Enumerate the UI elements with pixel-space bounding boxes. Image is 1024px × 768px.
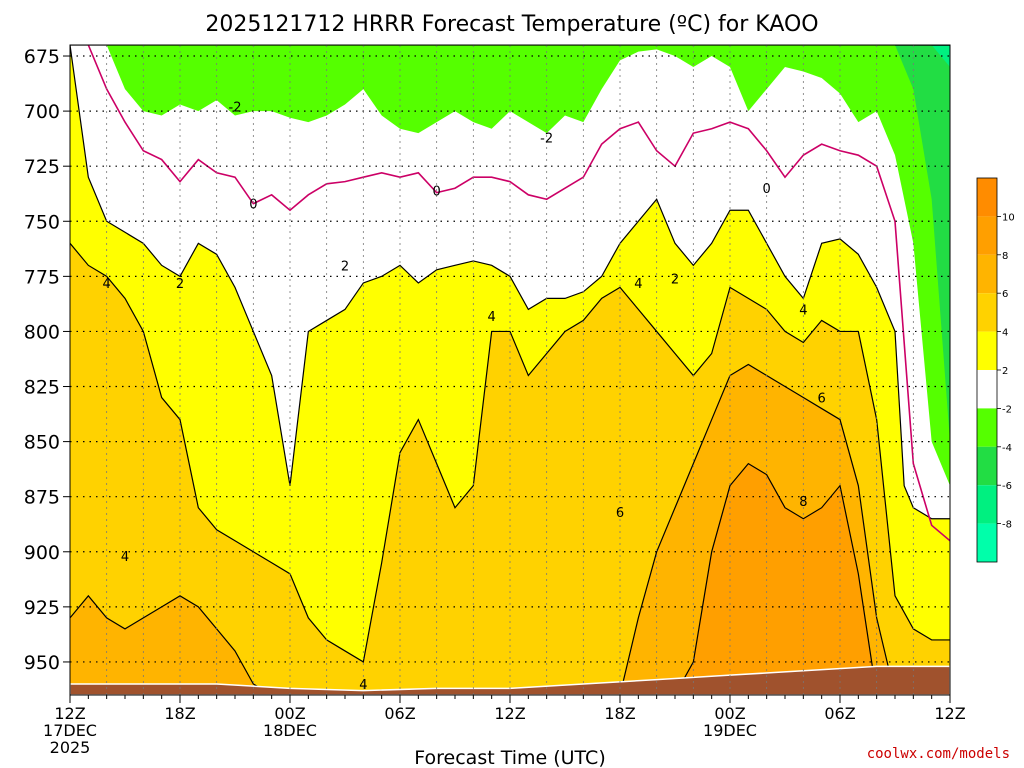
contour-label: 2 xyxy=(341,259,349,274)
x-axis-label: Forecast Time (UTC) xyxy=(414,747,605,768)
x-tick-label: 19DEC xyxy=(703,721,757,740)
y-tick-label: 900 xyxy=(24,542,60,564)
x-tick-label: 00Z xyxy=(714,704,745,723)
freezing-line xyxy=(87,45,950,542)
y-tick-label: 675 xyxy=(24,46,60,68)
contour-label: -2 xyxy=(540,132,553,147)
y-tick-label: 850 xyxy=(24,432,60,454)
contour-label: 2 xyxy=(176,277,184,292)
colorbar-bin-6 xyxy=(977,408,997,447)
y-tick-label: 700 xyxy=(24,101,60,123)
contour-line-4 xyxy=(70,242,950,663)
x-tick-label: 18Z xyxy=(164,704,195,723)
x-tick-label: 17DEC xyxy=(43,721,97,740)
x-tick-label: 18Z xyxy=(604,704,635,723)
contour-label: 4 xyxy=(121,550,129,565)
contour-label: 4 xyxy=(103,277,111,292)
colorbar-bin-4 xyxy=(977,331,997,370)
x-tick-label: 2025 xyxy=(50,738,91,757)
contour-label: 0 xyxy=(249,198,257,213)
contour-label: 6 xyxy=(818,392,826,407)
y-tick-label: 875 xyxy=(24,487,60,509)
x-tick-label: 06Z xyxy=(824,704,855,723)
x-tick-label: 12Z xyxy=(54,704,85,723)
contour-label: 0 xyxy=(433,184,441,199)
y-tick-label: 750 xyxy=(24,211,60,233)
colorbar-bin-5 xyxy=(977,370,997,409)
contour-label: 4 xyxy=(359,678,367,693)
colorbar-label: 10 xyxy=(1002,212,1015,223)
colorbar-label: 2 xyxy=(1002,366,1008,377)
colorbar-label: -4 xyxy=(1002,443,1012,454)
fill-region-6 xyxy=(675,463,877,695)
x-tick-label: 12Z xyxy=(934,704,965,723)
contour-label: 6 xyxy=(616,506,624,521)
colorbar-bin-9 xyxy=(977,523,997,562)
colorbar-label: 4 xyxy=(1002,328,1008,339)
contour-lines xyxy=(70,45,950,695)
y-tick-label: 950 xyxy=(24,652,60,674)
contour-label: 8 xyxy=(799,495,807,510)
colorbar-legend: 10 8 6 4 2 -2 -4 -6 -8 xyxy=(976,177,1015,563)
colorbar-label: -6 xyxy=(1002,481,1012,492)
x-tick-label: 06Z xyxy=(384,704,415,723)
chart-title: 2025121712 HRRR Forecast Temperature (ºC… xyxy=(205,12,818,37)
contour-labels: -2 -2 0 0 0 2 2 2 4 4 4 4 4 4 6 6 8 xyxy=(103,101,826,693)
colorbar-bin-3 xyxy=(977,293,997,332)
x-tick-label: 00Z xyxy=(274,704,305,723)
contour-label: 0 xyxy=(763,182,771,197)
contour-line-3 xyxy=(70,45,950,520)
colorbar-label: -8 xyxy=(1002,520,1012,531)
colorbar-label: 6 xyxy=(1002,289,1008,300)
contour-label: 2 xyxy=(671,273,679,288)
y-tick-label: 725 xyxy=(24,156,60,178)
y-tick-label: 800 xyxy=(24,321,60,343)
colorbar-bin-2 xyxy=(977,254,997,294)
contour-label: 4 xyxy=(799,303,807,318)
colorbar-label: 8 xyxy=(1002,251,1008,262)
contour-line-5 xyxy=(70,363,950,695)
contour-label: 4 xyxy=(488,310,496,325)
fill-region-0 xyxy=(70,45,950,486)
y-axis: 675 700 725 750 775 800 825 850 875 900 925 950 xyxy=(24,46,70,674)
contour-label: -2 xyxy=(229,101,242,116)
colorbar-bin-7 xyxy=(977,446,997,486)
contour-line-6 xyxy=(674,462,878,695)
y-tick-label: 775 xyxy=(24,266,60,288)
colorbar-bin-0 xyxy=(977,178,997,217)
y-tick-label: 825 xyxy=(24,377,60,399)
grid-lines xyxy=(70,45,950,695)
contour-label: 4 xyxy=(634,277,642,292)
fill-region-1 xyxy=(895,45,950,442)
x-tick-label: 12Z xyxy=(494,704,525,723)
fill-region-2 xyxy=(931,45,950,68)
x-tick-label: 18DEC xyxy=(263,721,317,740)
y-tick-label: 925 xyxy=(24,597,60,619)
plot-area: -2 -2 0 0 0 2 2 2 4 4 4 4 4 4 6 6 8 xyxy=(69,44,951,696)
colorbar-bin-8 xyxy=(977,485,997,524)
colorbar-bin-1 xyxy=(977,216,997,255)
colorbar-label: -2 xyxy=(1002,404,1012,415)
credit-text: coolwx.com/models xyxy=(867,746,1010,762)
